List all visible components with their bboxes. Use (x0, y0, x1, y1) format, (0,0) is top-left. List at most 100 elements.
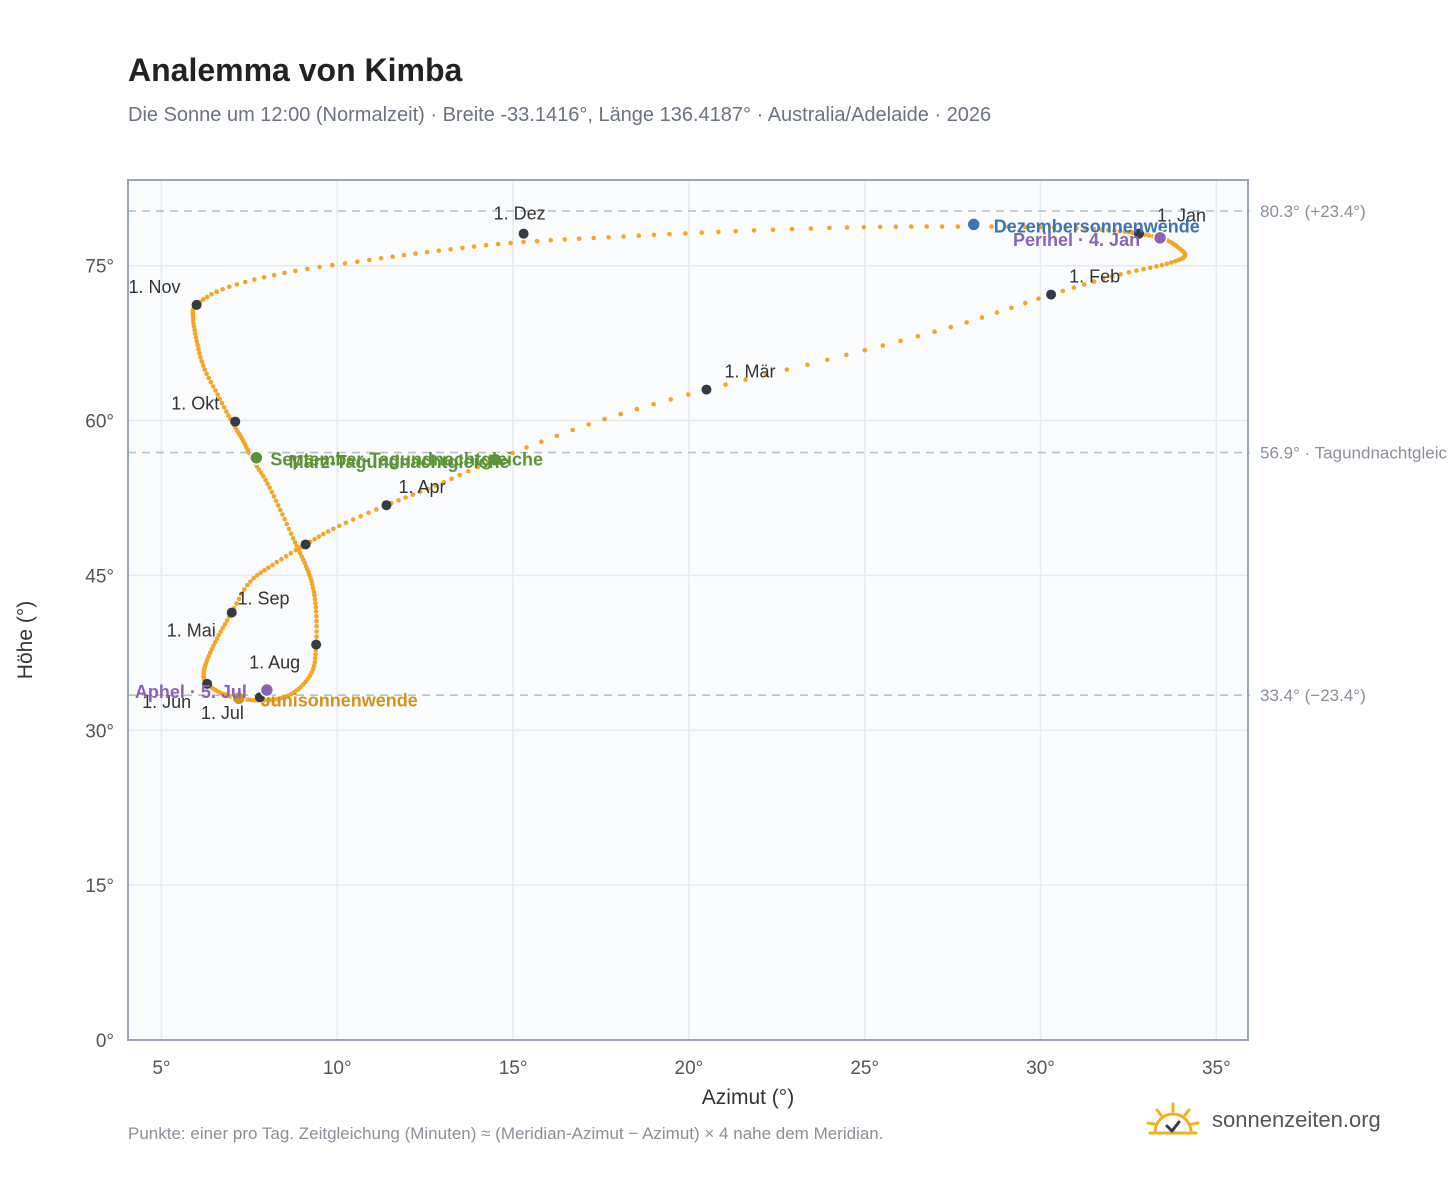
day-dot (733, 228, 738, 234)
brand-logo[interactable]: sonnenzeiten.org (1146, 1100, 1381, 1140)
day-dot (265, 481, 270, 487)
day-dot (290, 535, 296, 541)
day-dot (686, 392, 691, 397)
day-dot (844, 225, 850, 230)
day-dot (1009, 305, 1014, 311)
day-dot (331, 526, 336, 532)
day-dot (355, 259, 360, 265)
day-dot (1122, 229, 1128, 234)
day-dot (1063, 225, 1069, 230)
day-dot (314, 613, 319, 619)
day-dot (193, 331, 198, 337)
day-dot (222, 621, 228, 627)
day-dot (1023, 300, 1028, 306)
event-label: Perihel · 4. Jan (1013, 230, 1140, 250)
y-tick-label: 45° (85, 566, 114, 587)
day-dot (293, 268, 298, 274)
day-dot (1164, 261, 1170, 267)
month-marker (701, 384, 712, 395)
day-dot (424, 249, 430, 255)
day-dot (234, 601, 239, 606)
day-dot (279, 556, 284, 562)
day-dot (278, 507, 283, 513)
day-dot (262, 567, 267, 573)
day-dot (1105, 227, 1111, 233)
day-dot (314, 618, 319, 624)
day-dot (413, 251, 418, 256)
day-dot (193, 335, 199, 340)
day-dot (924, 224, 929, 229)
day-dot (212, 639, 218, 645)
day-dot (263, 477, 268, 483)
day-dot (618, 411, 623, 417)
day-dot (284, 521, 290, 527)
day-dot (198, 354, 203, 360)
day-dot (862, 347, 868, 353)
x-tick-label: 5° (152, 1058, 170, 1079)
day-dot (457, 472, 463, 478)
day-dot (621, 234, 626, 239)
month-marker (311, 639, 322, 650)
day-dot (417, 489, 423, 495)
day-dot (261, 275, 267, 280)
day-dot (358, 513, 364, 519)
day-dot (1074, 225, 1079, 231)
day-dot (1134, 268, 1139, 273)
day-dot (314, 629, 319, 634)
month-label: 1. Sep (238, 588, 290, 608)
day-dot (191, 324, 197, 329)
day-dot (227, 284, 232, 290)
day-dot (449, 476, 454, 482)
day-dot (396, 498, 401, 503)
day-dot (343, 520, 349, 526)
day-dot (591, 235, 596, 241)
axis-ticks: 5° 10° 15° 20° 25° 30° 35° 0° 15° 30° 45° 60° 75° (85, 257, 1230, 1079)
plot-area (128, 180, 1248, 1040)
month-marker (226, 607, 237, 618)
day-dot (994, 310, 1000, 315)
day-dot (651, 232, 657, 238)
y-tick-label: 60° (85, 412, 114, 433)
day-dot (269, 489, 275, 495)
guide-label: 56.9° · Tagundnachtgleiche (1260, 444, 1448, 463)
day-dot (751, 228, 757, 233)
day-dot (314, 624, 319, 629)
day-dot (313, 652, 318, 657)
day-dot (1172, 259, 1178, 264)
day-dot (723, 382, 728, 387)
day-dot (280, 512, 285, 517)
day-dot (282, 516, 287, 522)
event-label: Dezembersonnenwende (994, 216, 1200, 236)
event-label: September-Tagundnachtgleiche (270, 450, 543, 470)
day-dot (220, 625, 226, 631)
day-dot (267, 485, 273, 491)
day-dot (1159, 262, 1165, 268)
day-dot (1141, 266, 1146, 272)
day-dot (325, 529, 331, 534)
day-dot (374, 507, 379, 512)
day-dot (224, 618, 230, 623)
day-dot (1109, 274, 1115, 279)
month-markers: 1. Jan 1. Feb 1. Mär 1. Apr 1. Mai 1. Jun 1. J… (129, 204, 1206, 724)
day-dot (367, 257, 372, 263)
event-marker (259, 682, 275, 698)
day-dot (342, 261, 348, 266)
day-dot (667, 231, 672, 237)
event-label: Junisonnenwende (261, 690, 418, 710)
day-dot (245, 582, 250, 588)
day-dot (310, 667, 316, 672)
day-dot (378, 255, 384, 261)
day-dot (964, 320, 969, 325)
month-marker (1133, 228, 1144, 239)
day-dot (1117, 228, 1123, 234)
day-dot (330, 262, 335, 268)
y-tick-label: 75° (85, 257, 114, 278)
day-dot (219, 400, 225, 406)
day-dot (401, 252, 407, 258)
day-dot (403, 495, 408, 500)
event-label: März-Tagundnachtgleiche (289, 452, 510, 472)
day-dot (466, 468, 471, 474)
day-dot (877, 224, 883, 230)
day-dot (1071, 285, 1077, 290)
